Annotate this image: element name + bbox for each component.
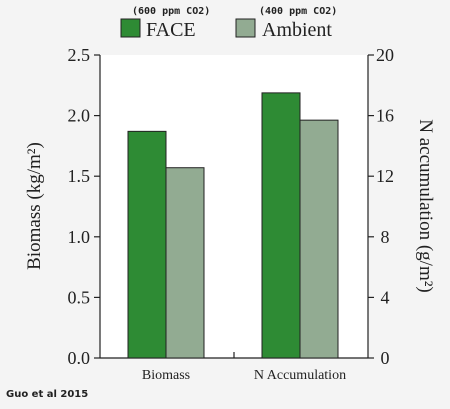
- right-tick-label: 4: [381, 287, 390, 307]
- right-axis-ticks: 0 4 8 12 16 20: [368, 45, 394, 368]
- left-tick-label: 0.5: [68, 287, 91, 307]
- right-tick-label: 8: [381, 227, 390, 247]
- y-axis-title-left: Biomass (kg/m²): [24, 142, 45, 270]
- bar-face-n-accumulation: [261, 92, 301, 359]
- source-credit: Guo et al 2015: [6, 389, 88, 400]
- bar-ambient-biomass: [165, 167, 205, 359]
- right-tick-label: 0: [381, 348, 390, 368]
- left-tick-label: 2.5: [68, 45, 91, 65]
- legend-label-ambient: Ambient: [262, 19, 332, 41]
- legend-note-face: (600 ppm CO2): [132, 6, 210, 17]
- bar-face-biomass: [127, 130, 167, 359]
- legend-swatch-ambient: [235, 18, 256, 38]
- left-tick-label: 1.0: [68, 227, 91, 247]
- left-tick-label: 2.0: [68, 106, 91, 126]
- left-tick-label: 1.5: [68, 166, 91, 186]
- right-tick-label: 12: [376, 166, 394, 186]
- left-axis-ticks: 0.0 0.5 1.0 1.5 2.0 2.5: [68, 45, 100, 368]
- legend-label-face: FACE: [146, 19, 196, 41]
- y-axis-title-right: N accumulation (g/m²): [415, 119, 436, 292]
- legend-note-ambient: (400 ppm CO2): [259, 6, 337, 17]
- x-category-label: N Accumulation: [254, 368, 346, 383]
- left-tick-label: 0.0: [68, 348, 91, 368]
- bar-ambient-n-accumulation: [299, 119, 339, 359]
- legend-swatch-face: [120, 18, 141, 38]
- right-tick-label: 20: [376, 45, 394, 65]
- x-category-label: Biomass: [142, 368, 190, 383]
- x-axis-labels: Biomass N Accumulation: [142, 368, 346, 383]
- bars: [127, 92, 339, 359]
- legend: (600 ppm CO2) FACE (400 ppm CO2) Ambient: [120, 6, 337, 41]
- right-tick-label: 16: [376, 106, 394, 126]
